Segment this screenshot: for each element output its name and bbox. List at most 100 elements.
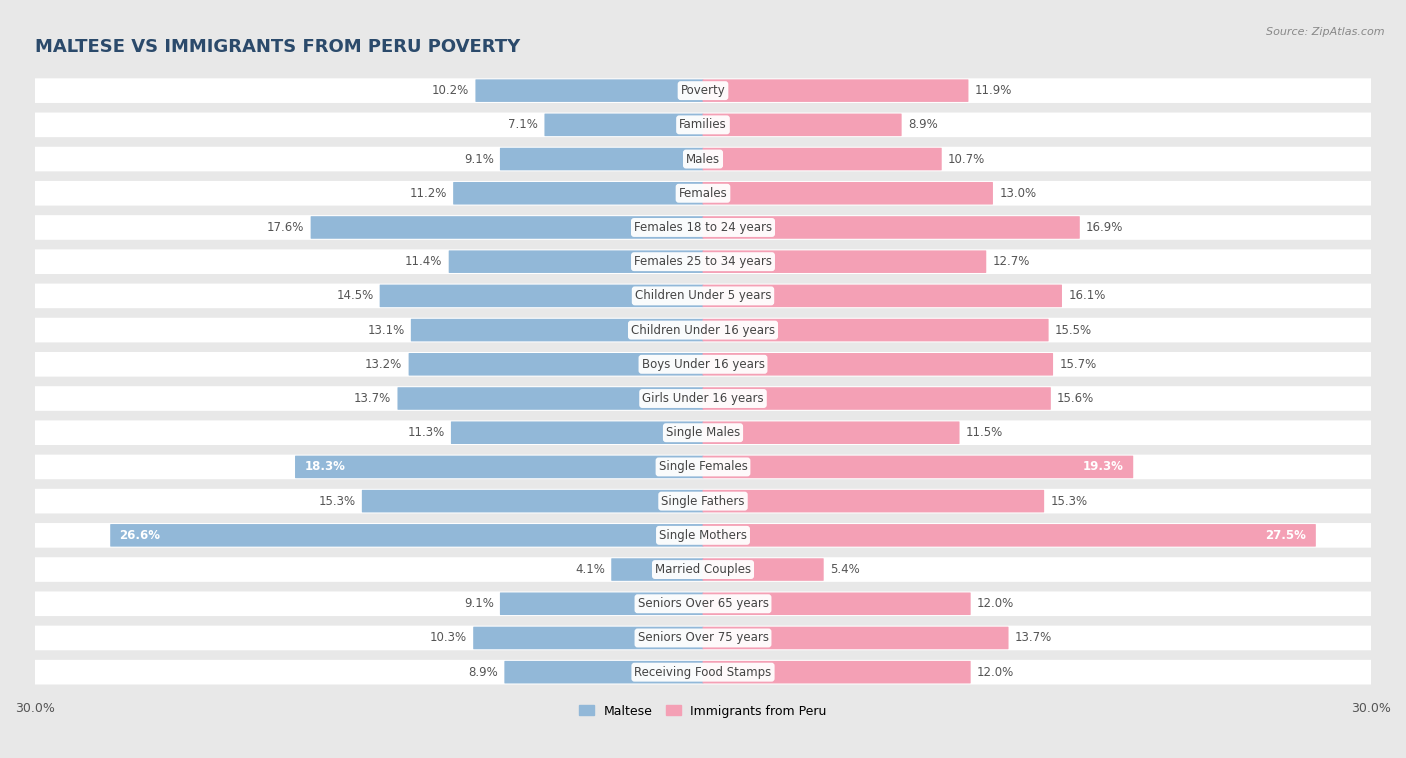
Text: 9.1%: 9.1% bbox=[464, 152, 494, 165]
Text: 11.2%: 11.2% bbox=[409, 186, 447, 200]
FancyBboxPatch shape bbox=[35, 352, 1371, 377]
Text: Single Males: Single Males bbox=[666, 426, 740, 439]
FancyBboxPatch shape bbox=[703, 421, 959, 444]
Text: 15.5%: 15.5% bbox=[1054, 324, 1092, 337]
Text: 13.0%: 13.0% bbox=[1000, 186, 1036, 200]
Text: 9.1%: 9.1% bbox=[464, 597, 494, 610]
FancyBboxPatch shape bbox=[474, 627, 703, 650]
FancyBboxPatch shape bbox=[35, 489, 1371, 513]
Legend: Maltese, Immigrants from Peru: Maltese, Immigrants from Peru bbox=[574, 700, 832, 722]
FancyBboxPatch shape bbox=[35, 523, 1371, 548]
Text: Single Fathers: Single Fathers bbox=[661, 495, 745, 508]
Text: 10.3%: 10.3% bbox=[430, 631, 467, 644]
FancyBboxPatch shape bbox=[475, 80, 703, 102]
FancyBboxPatch shape bbox=[703, 182, 993, 205]
Text: 5.4%: 5.4% bbox=[830, 563, 859, 576]
FancyBboxPatch shape bbox=[35, 181, 1371, 205]
Text: 11.4%: 11.4% bbox=[405, 255, 443, 268]
Text: Families: Families bbox=[679, 118, 727, 131]
Text: 16.1%: 16.1% bbox=[1069, 290, 1105, 302]
Text: MALTESE VS IMMIGRANTS FROM PERU POVERTY: MALTESE VS IMMIGRANTS FROM PERU POVERTY bbox=[35, 38, 520, 56]
FancyBboxPatch shape bbox=[35, 318, 1371, 343]
FancyBboxPatch shape bbox=[703, 558, 824, 581]
Text: Seniors Over 65 years: Seniors Over 65 years bbox=[637, 597, 769, 610]
FancyBboxPatch shape bbox=[311, 216, 703, 239]
Text: Females 18 to 24 years: Females 18 to 24 years bbox=[634, 221, 772, 234]
FancyBboxPatch shape bbox=[703, 524, 1316, 547]
Text: Source: ZipAtlas.com: Source: ZipAtlas.com bbox=[1267, 27, 1385, 36]
FancyBboxPatch shape bbox=[703, 490, 1045, 512]
Text: 10.7%: 10.7% bbox=[948, 152, 986, 165]
FancyBboxPatch shape bbox=[703, 627, 1008, 650]
Text: 7.1%: 7.1% bbox=[509, 118, 538, 131]
FancyBboxPatch shape bbox=[35, 421, 1371, 445]
FancyBboxPatch shape bbox=[361, 490, 703, 512]
Text: Females 25 to 34 years: Females 25 to 34 years bbox=[634, 255, 772, 268]
FancyBboxPatch shape bbox=[35, 215, 1371, 240]
Text: 15.6%: 15.6% bbox=[1057, 392, 1094, 405]
Text: 16.9%: 16.9% bbox=[1085, 221, 1123, 234]
Text: 18.3%: 18.3% bbox=[304, 460, 346, 474]
Text: 8.9%: 8.9% bbox=[908, 118, 938, 131]
Text: 19.3%: 19.3% bbox=[1083, 460, 1123, 474]
FancyBboxPatch shape bbox=[544, 114, 703, 136]
FancyBboxPatch shape bbox=[703, 250, 986, 273]
Text: 11.3%: 11.3% bbox=[408, 426, 444, 439]
FancyBboxPatch shape bbox=[35, 591, 1371, 616]
Text: 13.1%: 13.1% bbox=[367, 324, 405, 337]
Text: 12.7%: 12.7% bbox=[993, 255, 1029, 268]
Text: Seniors Over 75 years: Seniors Over 75 years bbox=[637, 631, 769, 644]
FancyBboxPatch shape bbox=[703, 216, 1080, 239]
Text: 12.0%: 12.0% bbox=[977, 666, 1014, 678]
FancyBboxPatch shape bbox=[411, 319, 703, 341]
Text: 27.5%: 27.5% bbox=[1265, 529, 1306, 542]
FancyBboxPatch shape bbox=[703, 593, 970, 615]
FancyBboxPatch shape bbox=[703, 148, 942, 171]
FancyBboxPatch shape bbox=[703, 284, 1062, 307]
FancyBboxPatch shape bbox=[35, 660, 1371, 684]
Text: 4.1%: 4.1% bbox=[575, 563, 605, 576]
FancyBboxPatch shape bbox=[409, 353, 703, 376]
Text: Children Under 16 years: Children Under 16 years bbox=[631, 324, 775, 337]
Text: 15.3%: 15.3% bbox=[1050, 495, 1087, 508]
Text: 8.9%: 8.9% bbox=[468, 666, 498, 678]
Text: 26.6%: 26.6% bbox=[120, 529, 160, 542]
Text: Girls Under 16 years: Girls Under 16 years bbox=[643, 392, 763, 405]
FancyBboxPatch shape bbox=[295, 456, 703, 478]
FancyBboxPatch shape bbox=[703, 387, 1050, 410]
FancyBboxPatch shape bbox=[612, 558, 703, 581]
FancyBboxPatch shape bbox=[35, 625, 1371, 650]
Text: 15.7%: 15.7% bbox=[1059, 358, 1097, 371]
FancyBboxPatch shape bbox=[453, 182, 703, 205]
FancyBboxPatch shape bbox=[380, 284, 703, 307]
Text: 15.3%: 15.3% bbox=[319, 495, 356, 508]
Text: Females: Females bbox=[679, 186, 727, 200]
FancyBboxPatch shape bbox=[703, 114, 901, 136]
FancyBboxPatch shape bbox=[703, 80, 969, 102]
FancyBboxPatch shape bbox=[505, 661, 703, 684]
Text: 12.0%: 12.0% bbox=[977, 597, 1014, 610]
FancyBboxPatch shape bbox=[703, 353, 1053, 376]
FancyBboxPatch shape bbox=[35, 557, 1371, 582]
FancyBboxPatch shape bbox=[501, 148, 703, 171]
FancyBboxPatch shape bbox=[703, 456, 1133, 478]
FancyBboxPatch shape bbox=[35, 78, 1371, 103]
Text: Married Couples: Married Couples bbox=[655, 563, 751, 576]
FancyBboxPatch shape bbox=[35, 147, 1371, 171]
FancyBboxPatch shape bbox=[501, 593, 703, 615]
FancyBboxPatch shape bbox=[703, 319, 1049, 341]
FancyBboxPatch shape bbox=[451, 421, 703, 444]
Text: Children Under 5 years: Children Under 5 years bbox=[634, 290, 772, 302]
Text: 13.7%: 13.7% bbox=[354, 392, 391, 405]
Text: Receiving Food Stamps: Receiving Food Stamps bbox=[634, 666, 772, 678]
FancyBboxPatch shape bbox=[35, 249, 1371, 274]
Text: Boys Under 16 years: Boys Under 16 years bbox=[641, 358, 765, 371]
Text: 13.2%: 13.2% bbox=[366, 358, 402, 371]
FancyBboxPatch shape bbox=[35, 455, 1371, 479]
FancyBboxPatch shape bbox=[35, 112, 1371, 137]
FancyBboxPatch shape bbox=[398, 387, 703, 410]
FancyBboxPatch shape bbox=[449, 250, 703, 273]
FancyBboxPatch shape bbox=[110, 524, 703, 547]
Text: Single Mothers: Single Mothers bbox=[659, 529, 747, 542]
Text: 14.5%: 14.5% bbox=[336, 290, 374, 302]
